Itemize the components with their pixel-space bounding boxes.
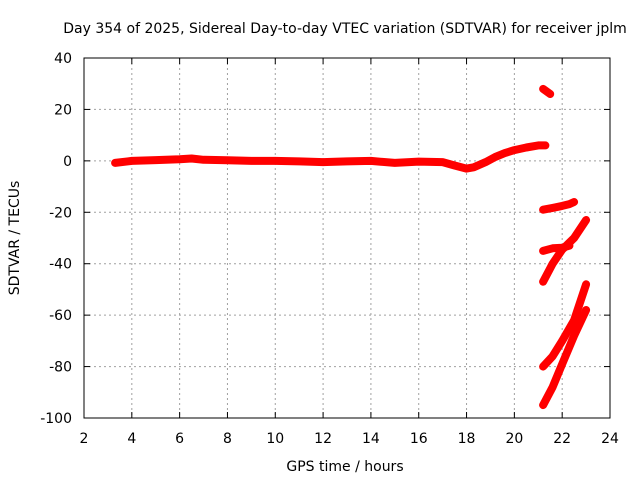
x-axis-label: GPS time / hours <box>286 459 403 475</box>
x-tick-label: 18 <box>458 431 476 447</box>
ticks: 2 4 6 8 10 12 14 16 18 20 22 24-100-80-60-40-200204… <box>40 51 619 447</box>
y-tick-label: 0 <box>63 154 72 170</box>
series-trace-2 <box>539 84 555 98</box>
series-trace-6 <box>539 280 591 371</box>
series-trace-1 <box>111 141 550 173</box>
x-tick-label: 16 <box>410 431 428 447</box>
y-tick-label: 40 <box>54 51 72 67</box>
x-tick-label: 6 <box>175 431 184 447</box>
x-tick-label: 8 <box>223 431 232 447</box>
x-tick-label: 22 <box>553 431 571 447</box>
chart-title: Day 354 of 2025, Sidereal Day-to-day VTE… <box>63 21 627 37</box>
x-tick-label: 4 <box>127 431 136 447</box>
series-layer <box>111 84 591 410</box>
y-tick-label: -40 <box>49 257 72 273</box>
x-tick-label: 24 <box>601 431 619 447</box>
x-tick-label: 2 <box>80 431 89 447</box>
y-axis-label: SDTVAR / TECUs <box>7 181 23 296</box>
y-tick-label: -100 <box>40 411 72 427</box>
series-trace-3 <box>539 198 579 214</box>
plot-frame <box>83 57 611 419</box>
series-trace-7 <box>539 306 591 410</box>
x-tick-label: 12 <box>314 431 332 447</box>
x-tick-label: 14 <box>362 431 380 447</box>
grid <box>84 58 610 418</box>
y-tick-label: -60 <box>49 308 72 324</box>
x-tick-label: 10 <box>266 431 284 447</box>
x-tick-label: 20 <box>505 431 523 447</box>
y-tick-label: -80 <box>49 360 72 376</box>
y-tick-label: -20 <box>49 205 72 221</box>
series-trace-5 <box>539 216 591 286</box>
y-tick-label: 20 <box>54 102 72 118</box>
